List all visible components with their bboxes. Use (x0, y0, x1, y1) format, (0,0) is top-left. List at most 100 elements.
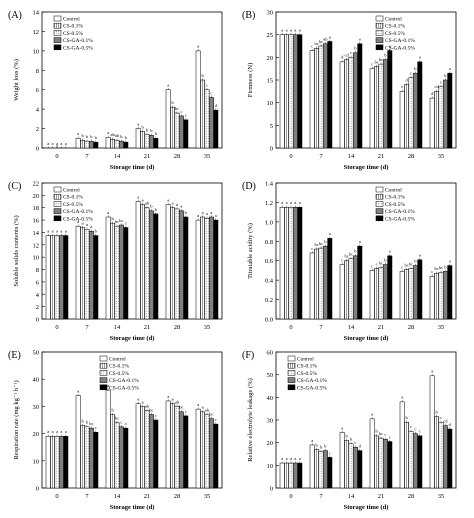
bar-cs-ga-0-5--day-14 (357, 245, 363, 320)
bar-cs-0-1--day-35 (434, 273, 440, 320)
significance-letter: c (180, 109, 182, 114)
bar-control-day-28 (399, 91, 405, 149)
significance-letter: c (185, 113, 187, 118)
bar-cs-0-1--day-35 (200, 216, 206, 320)
bar-cs-ga-0-5--day-28 (417, 259, 423, 320)
significance-letter: a (294, 28, 296, 33)
significance-letter: bc (374, 59, 378, 64)
chart-panel-1: (A) 0 2 4 6 8 10 12 14 Weight loss (%) Storage tim… (8, 10, 223, 171)
bar-cs-0-1--day-28 (404, 269, 410, 320)
bar-cs-ga-0-1--day-0 (292, 462, 298, 489)
x-tick-label: 7 (319, 493, 323, 500)
bar-cs-0-5--day-14 (114, 139, 120, 149)
significance-letter: b (141, 124, 144, 129)
significance-letter: ab (115, 133, 120, 138)
significance-letter: a (299, 456, 301, 461)
significance-letter: a (82, 220, 84, 225)
bar-cs-0-1--day-35 (434, 91, 440, 149)
significance-letter: b (95, 135, 98, 140)
y-tick-label: 0 (36, 146, 39, 153)
significance-letter: c (210, 90, 212, 95)
significance-letter: a (77, 219, 79, 224)
bar-control-day-0 (279, 462, 285, 489)
x-tick-label: 0 (289, 153, 292, 160)
bar-cs-ga-0-1--day-35 (208, 97, 214, 149)
bar-control-day-0 (279, 34, 285, 149)
significance-letter: c (440, 415, 442, 420)
bar-cs-0-1--day-28 (170, 207, 176, 320)
x-tick-label: 0 (289, 324, 292, 331)
significance-letter: a (90, 224, 92, 229)
y-tick-label: 10 (267, 100, 274, 107)
bar-cs-0-1--day-14 (110, 222, 116, 320)
significance-letter: a (197, 44, 199, 49)
significance-letter: b (146, 127, 149, 132)
legend-swatch (99, 362, 108, 369)
y-tick-label: 0.4 (265, 278, 274, 285)
significance-letter: b (414, 66, 417, 71)
legend-swatch (287, 370, 296, 376)
significance-letter: a (329, 34, 331, 39)
bar-cs-0-5--day-21 (144, 207, 150, 320)
bar-cs-ga-0-5--day-7 (327, 457, 333, 489)
significance-letter: a (281, 456, 283, 461)
significance-letter: a (202, 210, 204, 215)
significance-letter: a (359, 37, 361, 42)
significance-letter: d (405, 77, 408, 82)
significance-letter: a (65, 141, 67, 146)
x-axis-label: Storage time (d) (344, 335, 389, 342)
bar-cs-ga-0-1--day-7 (88, 230, 94, 320)
legend-label: CS-0.5% (63, 31, 83, 37)
significance-letter: a (294, 200, 296, 205)
significance-letter: a (197, 402, 199, 407)
bar-control-day-21 (135, 403, 141, 489)
x-tick-label: 0 (55, 324, 58, 331)
bar-cs-0-5--day-28 (174, 406, 180, 489)
bar-cs-ga-0-5--day-35 (213, 109, 219, 149)
x-tick-label: 14 (114, 324, 121, 331)
significance-letter: b (86, 420, 89, 425)
bar-cs-ga-0-1--day-28 (412, 72, 418, 149)
bar-cs-0-5--day-0 (288, 207, 294, 320)
bar-cs-ga-0-1--day-14 (352, 52, 358, 149)
significance-letter: b (320, 445, 323, 450)
legend-label: Control (385, 188, 402, 194)
bar-cs-ga-0-1--day-14 (118, 426, 124, 489)
significance-letter: a (60, 228, 62, 233)
significance-letter: a (77, 131, 79, 136)
significance-letter: c (376, 261, 378, 266)
significance-letter: a (86, 222, 88, 227)
y-tick-label: 2 (36, 304, 39, 311)
bar-cs-ga-0-1--day-35 (208, 418, 214, 489)
y-axis-label: Soluble solids contents (%) (13, 215, 20, 286)
significance-letter: c (389, 434, 391, 439)
significance-letter: a (60, 429, 62, 434)
y-tick-label: 5 (270, 123, 273, 130)
bar-cs-ga-0-1--day-21 (148, 210, 154, 320)
significance-letter: b (384, 52, 387, 57)
significance-letter: a (52, 228, 54, 233)
panel-label: (B) (242, 10, 255, 21)
significance-letter: c (401, 264, 403, 269)
bar-cs-0-5--day-21 (144, 410, 150, 489)
legend-label: CS-GA-0.1% (385, 38, 415, 44)
bar-control-day-7 (309, 444, 315, 489)
significance-letter: a (290, 200, 292, 205)
significance-letter: b (354, 46, 357, 51)
x-tick-label: 35 (438, 324, 445, 331)
significance-letter: a (172, 201, 174, 206)
bar-control-day-35 (195, 50, 201, 149)
significance-letter: b (81, 133, 84, 138)
significance-letter: a (56, 141, 58, 146)
bar-cs-ga-0-5--day-7 (93, 235, 99, 320)
y-tick-label: 40 (267, 395, 274, 402)
y-tick-label: 18 (33, 205, 40, 212)
chart-panel-3: (C) 0 2 4 6 8 10 12 14 16 18 20 22 Soluble solids con… (8, 181, 223, 342)
significance-letter: b (150, 204, 153, 209)
significance-letter: b (350, 437, 353, 442)
bar-cs-ga-0-1--day-7 (88, 427, 94, 489)
y-tick-label: 25 (267, 32, 274, 39)
bar-control-day-0 (45, 436, 51, 489)
legend-label: CS-GA-0.5% (63, 45, 93, 51)
significance-letter: bc (379, 57, 383, 62)
